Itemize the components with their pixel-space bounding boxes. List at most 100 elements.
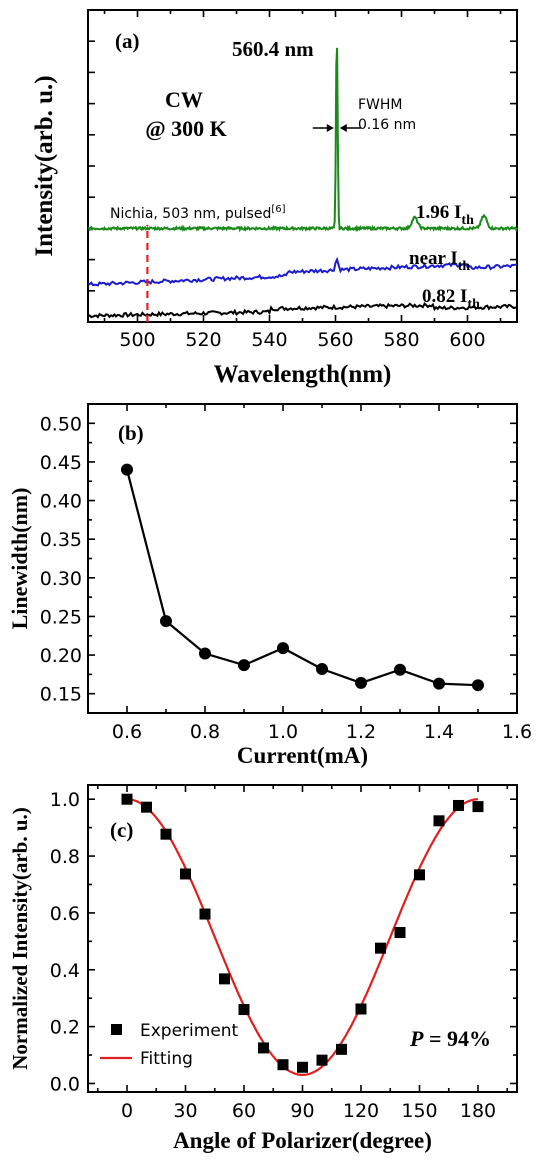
panel-b-frame	[87, 403, 518, 714]
experiment-point	[375, 942, 386, 954]
experiment-point	[121, 793, 133, 805]
experiment-point	[297, 1061, 308, 1073]
x-tick-label: 60	[232, 1100, 256, 1122]
label-0.82-ith-subscript: th	[467, 297, 480, 312]
y-tick-label: 0.6	[50, 903, 80, 925]
x-tick-label: 600	[449, 329, 485, 351]
experiment-point	[199, 908, 211, 920]
panel-b: 0.6 0.8 1.0 1.2 1.4 1.6 0.15 0.20 0.25 0.30 0.35 0.…	[7, 403, 532, 768]
label-1.96-ith: 1.96 Ith	[416, 202, 474, 228]
label-near-ith-subscript: th	[458, 259, 471, 274]
linewidth-point	[355, 676, 367, 689]
label-near-ith: near Ith	[409, 248, 470, 274]
panel-c-ylabel: Normalized Intensity(arb. u.)	[8, 807, 32, 1069]
x-tick-label: 150	[401, 1100, 437, 1122]
experiment-point	[238, 1004, 250, 1016]
panel-a-ylabel: Intensity(arb. u.)	[31, 75, 58, 256]
experiment-point	[394, 927, 406, 939]
y-tick-label: 0.2	[50, 1017, 80, 1039]
x-tick-label: 500	[119, 329, 155, 351]
polarization-annotation: P = 94%	[409, 1026, 491, 1051]
linewidth-line	[125, 469, 479, 687]
y-tick-label: 0.45	[40, 452, 82, 474]
linewidth-point	[433, 677, 445, 690]
y-tick-label: 0.35	[40, 529, 82, 551]
linewidth-point	[199, 647, 211, 660]
x-tick-label: 560	[317, 329, 353, 351]
y-tick-label: 0.25	[40, 606, 82, 628]
linewidth-point	[316, 662, 328, 675]
y-tick-label: 0.20	[40, 645, 82, 667]
panel-a-label: (a)	[115, 29, 140, 53]
panel-c-label: (c)	[110, 818, 133, 842]
nichia-ref: [6]	[271, 204, 285, 215]
panel-b-label: (b)	[118, 421, 144, 445]
x-tick-label: 520	[185, 329, 221, 351]
x-tick-label: 120	[343, 1100, 379, 1122]
experiment-point	[336, 1043, 347, 1055]
cw-label: CW	[165, 87, 203, 112]
linewidth-point	[394, 663, 406, 676]
polarization-value: = 94%	[423, 1026, 491, 1051]
y-tick-label: 0.40	[40, 491, 82, 513]
experiment-point	[453, 799, 464, 811]
fwhm-title: FWHM	[358, 97, 403, 113]
panel-a: 500 520 540 560 580 600 Nichia, 503 nm, pulsed…	[31, 9, 518, 388]
legend-fitting-label: Fitting	[140, 1049, 193, 1069]
experiment-point	[258, 1042, 269, 1054]
x-tick-label: 180	[460, 1100, 496, 1122]
legend-experiment-label: Experiment	[140, 1021, 239, 1041]
y-tick-label: 0.50	[40, 413, 82, 435]
label-0.82-ith: 0.82 Ith	[422, 286, 480, 312]
spectrum-1.96-ith	[87, 47, 518, 233]
x-tick-label: 1.6	[502, 721, 532, 743]
fwhm-value: 0.16 nm	[358, 117, 416, 133]
panel-c: 0 30 60 90 120 150 180 0.0 0.2 0.4 0.6 0.8 1.0 Experi…	[8, 784, 518, 1153]
experiment-point	[355, 1003, 367, 1015]
y-tick-label: 0.15	[40, 684, 82, 706]
panel-c-xlabel: Angle of Polarizer(degree)	[173, 1128, 432, 1153]
experiment-point	[141, 801, 152, 813]
experiment-point	[414, 869, 425, 881]
spectrum-0.82-ith	[87, 301, 518, 319]
label-1.96-ith-subscript: th	[461, 213, 474, 228]
linewidth-point	[472, 679, 484, 692]
x-tick-label: 0	[121, 1100, 133, 1122]
experiment-point	[316, 1054, 328, 1066]
linewidth-point	[121, 463, 133, 476]
linewidth-point	[160, 615, 172, 628]
experiment-point	[472, 801, 484, 813]
x-tick-label: 580	[383, 329, 419, 351]
x-tick-label: 540	[251, 329, 287, 351]
temperature-label: @ 300 K	[145, 116, 227, 141]
experiment-point	[433, 815, 445, 827]
linewidth-point	[238, 659, 250, 672]
legend-experiment-marker	[111, 1024, 122, 1035]
nichia-label: Nichia, 503 nm, pulsed[6]	[110, 204, 286, 222]
experiment-point	[160, 828, 172, 840]
x-tick-label: 1.2	[346, 721, 376, 743]
x-tick-label: 90	[290, 1100, 314, 1122]
x-tick-label: 0.6	[112, 721, 142, 743]
linewidth-point	[277, 642, 289, 655]
x-tick-label: 1.0	[268, 721, 298, 743]
y-tick-label: 0.30	[40, 568, 82, 590]
panel-b-xlabel: Current(mA)	[237, 743, 368, 768]
x-tick-label: 1.4	[424, 721, 454, 743]
experiment-point	[277, 1059, 289, 1071]
y-tick-label: 0.8	[50, 846, 80, 868]
fwhm-arrowhead-left	[326, 124, 334, 132]
experiment-point	[219, 973, 230, 985]
x-tick-label: 30	[173, 1100, 197, 1122]
experiment-point	[180, 868, 191, 880]
y-tick-label: 0.0	[50, 1073, 80, 1095]
x-tick-label: 0.8	[190, 721, 220, 743]
peak-wavelength-label: 560.4 nm	[232, 37, 314, 61]
panel-b-ylabel: Linewidth(nm)	[7, 488, 32, 630]
fwhm-arrowhead-right	[339, 124, 347, 132]
polarization-symbol: P	[409, 1026, 424, 1051]
fitting-curve	[126, 798, 479, 1076]
spectrum-near-ith	[87, 256, 518, 287]
y-tick-label: 1.0	[50, 789, 80, 811]
